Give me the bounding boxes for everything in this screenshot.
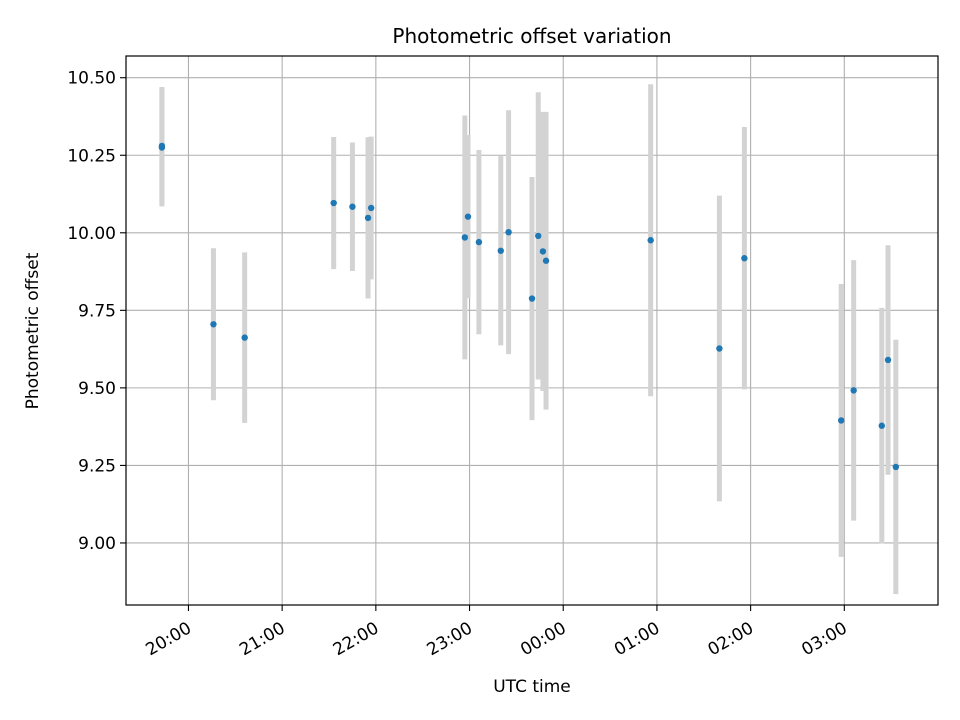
data-point — [837, 417, 845, 424]
data-point — [892, 463, 900, 471]
data-point — [241, 334, 248, 341]
data-point — [475, 238, 483, 246]
data-point — [535, 232, 542, 240]
y-tick-label: 9.75 — [78, 301, 116, 321]
data-point — [367, 204, 375, 212]
data-point — [210, 321, 217, 328]
data-point — [505, 228, 512, 236]
plot-frame — [125, 55, 939, 606]
data-point — [461, 234, 469, 241]
x-axis-label: UTC time — [493, 677, 571, 697]
chart-title: Photometric offset variation — [392, 24, 671, 48]
data-point — [741, 255, 748, 262]
data-points — [158, 142, 900, 471]
data-point — [539, 248, 547, 255]
y-tick-label: 9.25 — [78, 456, 116, 476]
y-tick-label: 10.25 — [67, 146, 116, 166]
data-point — [878, 422, 885, 429]
data-point — [647, 237, 654, 244]
data-point — [349, 203, 356, 210]
y-tick-label: 10.00 — [67, 224, 116, 244]
y-axis-ticks: 9.00 9.25 9.50 9.75 10.00 10.25 10.50 — [67, 69, 126, 554]
data-point — [330, 199, 337, 207]
data-point — [884, 356, 892, 364]
data-point — [464, 213, 472, 220]
data-point — [364, 214, 372, 222]
y-tick-label: 10.50 — [67, 69, 116, 89]
data-point — [528, 295, 536, 302]
data-point — [158, 144, 166, 151]
y-axis-label: Photometric offset — [23, 252, 43, 409]
y-tick-label: 9.50 — [78, 379, 116, 399]
data-point — [542, 257, 550, 264]
y-tick-label: 9.00 — [78, 534, 116, 554]
data-point — [716, 345, 723, 352]
data-point — [850, 387, 857, 394]
data-point — [497, 247, 504, 254]
